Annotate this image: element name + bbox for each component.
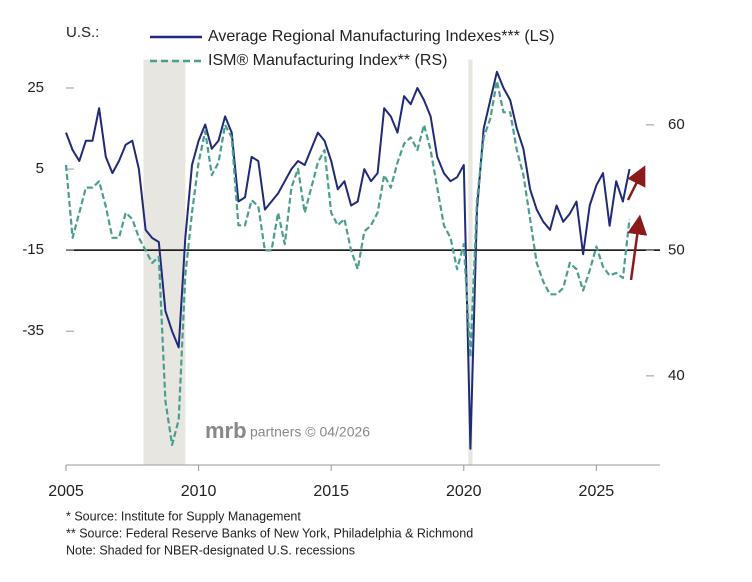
series-line [64, 79, 631, 446]
arrow [626, 165, 646, 201]
y2-tick-label: 40 [668, 367, 685, 384]
series-line [65, 70, 631, 450]
watermark-brand: mrb [205, 418, 247, 443]
y-tick-label: 25 [27, 79, 44, 96]
arrow [627, 214, 648, 281]
legend-label: Average Regional Manufacturing Indexes**… [208, 28, 555, 45]
footnote: Note: Shaded for NBER-designated U.S. re… [66, 543, 355, 557]
recession-shade [468, 59, 473, 465]
x-tick-label: 2015 [313, 483, 349, 500]
y-tick-label: -15 [22, 241, 44, 258]
y2-tick-label: 50 [668, 241, 685, 258]
x-tick-label: 2025 [579, 483, 615, 500]
x-tick-label: 2005 [48, 483, 84, 500]
plot-area: 2005 2010 2015 2020 2025 -35 -15 5 25 40 50 60 [22, 59, 685, 500]
x-tick-label: 2010 [181, 483, 217, 500]
y2-tick-label: 60 [668, 116, 685, 133]
footnote: ** Source: Federal Reserve Banks of New … [66, 526, 473, 540]
recession-shade [143, 59, 186, 465]
region-label: U.S.: [66, 24, 99, 41]
legend-label: ISM® Manufacturing Index** (RS) [208, 52, 447, 69]
y-tick-label: 5 [36, 160, 44, 177]
x-tick-label: 2020 [446, 483, 482, 500]
y-tick-label: -35 [22, 322, 44, 339]
watermark-text: partners © 04/2026 [250, 424, 370, 440]
footnote: * Source: Institute for Supply Managemen… [66, 509, 301, 523]
